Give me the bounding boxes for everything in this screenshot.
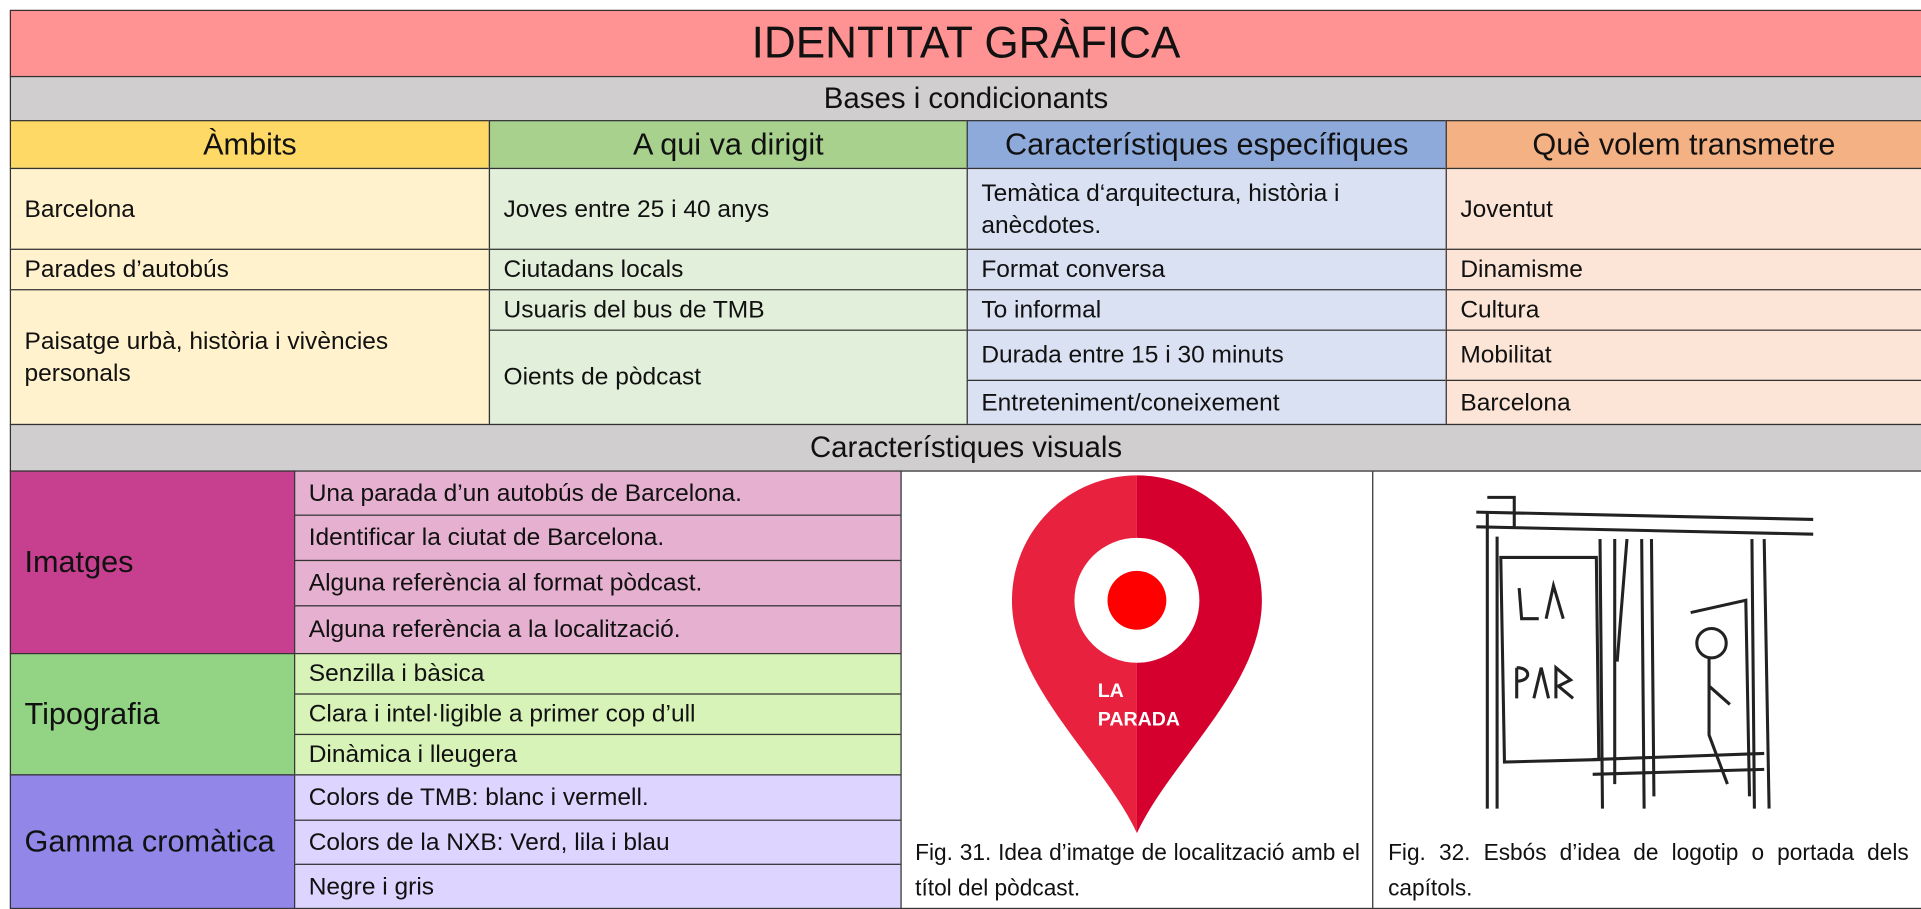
cell: Entreteniment/coneixement: [966, 379, 1447, 426]
caption: Fig. 31. Idea d’imatge de localització a…: [915, 839, 1360, 901]
column-header: Què volem transmetre: [1445, 120, 1921, 170]
cell: Paisatge urbà, història i vivències pers…: [9, 289, 491, 426]
cell: Durada entre 15 i 30 minuts: [966, 329, 1447, 382]
cell: Barcelona: [1445, 379, 1921, 426]
cell: Dinamisme: [1445, 248, 1921, 291]
cell: To informal: [966, 289, 1447, 331]
group-label: Tipografia: [9, 652, 296, 776]
item: Una parada d’un autobús de Barcelona.: [294, 470, 902, 516]
cell: Usuaris del bus de TMB: [488, 289, 968, 331]
caption: Fig. 32. Esbós d’idea de logotip o porta…: [1388, 839, 1909, 901]
group-label: Gamma cromàtica: [9, 774, 296, 909]
column-header: Característiques específiques: [966, 120, 1447, 170]
item: Alguna referència a la localització.: [294, 605, 902, 655]
item: Colors de la NXB: Verd, lila i blau: [294, 819, 902, 865]
item: Clara i intel·ligible a primer cop d’ull: [294, 693, 902, 736]
cell: Barcelona: [9, 167, 491, 250]
cell: Ciutadans locals: [488, 248, 968, 291]
group-label: Imatges: [9, 470, 296, 655]
item: Negre i gris: [294, 863, 902, 909]
cell: Cultura: [1445, 289, 1921, 331]
column-header: Àmbits: [9, 120, 491, 170]
cell: Temàtica d‘arquitectura, història i anèc…: [966, 167, 1447, 250]
cell: Joventut: [1445, 167, 1921, 250]
item: Colors de TMB: blanc i vermell.: [294, 774, 902, 821]
section-title: Bases i condicionants: [9, 75, 1921, 122]
item: Dinàmica i lleugera: [294, 733, 902, 776]
column-header: A qui va dirigit: [488, 120, 968, 170]
cell: Oients de pòdcast: [488, 329, 968, 426]
section-title: Característiques visuals: [9, 423, 1921, 472]
cell: Mobilitat: [1445, 329, 1921, 382]
item: Senzilla i bàsica: [294, 652, 902, 695]
cell: Joves entre 25 i 40 anys: [488, 167, 968, 250]
title: IDENTITAT GRÀFICA: [9, 9, 1921, 78]
cell: Parades d’autobús: [9, 248, 491, 291]
item: Alguna referència al format pòdcast.: [294, 559, 902, 607]
cell: Format conversa: [966, 248, 1447, 291]
item: Identificar la ciutat de Barcelona.: [294, 514, 902, 562]
